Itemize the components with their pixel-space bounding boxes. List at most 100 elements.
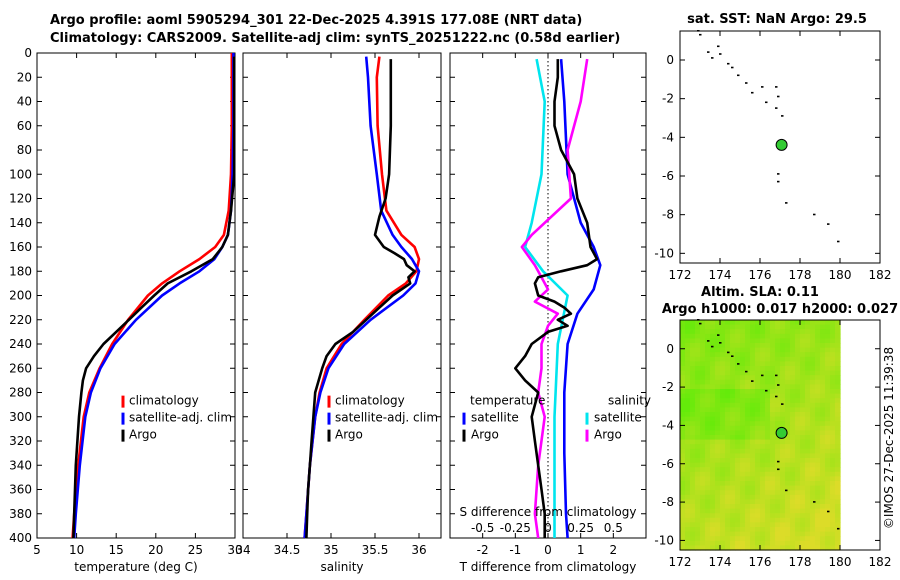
sla-cell xyxy=(790,531,796,537)
sla-cell xyxy=(725,384,731,390)
sal-panel-xtick-label: 35 xyxy=(323,543,338,557)
sla-cell xyxy=(815,458,821,464)
sla-map-heatmap xyxy=(680,320,841,551)
sla-cell xyxy=(695,347,701,353)
sla-cell xyxy=(795,476,801,482)
sla-cell xyxy=(830,333,836,339)
sla-cell xyxy=(710,407,716,413)
sla-cell xyxy=(685,343,691,349)
sla-cell xyxy=(695,320,701,326)
sla-cell xyxy=(770,407,776,413)
sla-cell xyxy=(835,320,841,326)
sal-panel-xtick-label: 34 xyxy=(235,543,250,557)
sla-cell xyxy=(730,393,736,399)
sla-cell xyxy=(680,421,686,427)
temp-panel-series-satellite-adj--clim xyxy=(72,53,235,539)
sla-cell xyxy=(720,393,726,399)
sla-cell xyxy=(700,504,706,510)
sla-cell xyxy=(715,370,721,376)
sla-cell xyxy=(750,352,756,358)
sla-cell xyxy=(700,412,706,418)
sla-cell xyxy=(680,352,686,358)
sla-cell xyxy=(690,352,696,358)
sla-cell xyxy=(815,398,821,404)
sla-cell xyxy=(765,504,771,510)
sla-cell xyxy=(795,398,801,404)
sla-cell xyxy=(800,398,806,404)
sla-cell xyxy=(690,370,696,376)
sla-cell xyxy=(785,389,791,395)
sla-cell xyxy=(700,490,706,496)
sla-cell xyxy=(795,448,801,454)
sla-cell xyxy=(825,329,831,335)
sla-cell xyxy=(760,444,766,450)
sla-cell xyxy=(780,522,786,528)
sla-cell xyxy=(720,481,726,487)
sla-cell xyxy=(780,393,786,399)
sla-cell xyxy=(740,338,746,344)
sla-cell xyxy=(685,347,691,353)
sla-cell xyxy=(690,448,696,454)
sla-cell xyxy=(725,504,731,510)
sla-cell xyxy=(705,389,711,395)
sla-cell xyxy=(820,384,826,390)
sla-map-coast-dot xyxy=(837,527,840,530)
sla-cell xyxy=(755,453,761,459)
sla-cell xyxy=(785,412,791,418)
sla-cell xyxy=(710,453,716,459)
sla-cell xyxy=(705,329,711,335)
sla-cell xyxy=(790,435,796,441)
sla-cell xyxy=(695,421,701,427)
sla-map-coast-dot xyxy=(827,510,830,513)
sla-cell xyxy=(765,527,771,533)
sla-cell xyxy=(825,425,831,431)
sla-cell xyxy=(745,366,751,372)
sla-cell xyxy=(705,471,711,477)
sla-cell xyxy=(770,490,776,496)
sla-cell xyxy=(800,407,806,413)
sla-cell xyxy=(750,338,756,344)
sla-cell xyxy=(820,425,826,431)
sla-cell xyxy=(680,333,686,339)
sla-cell xyxy=(770,476,776,482)
sla-cell xyxy=(830,453,836,459)
sla-cell xyxy=(805,540,811,546)
sla-cell xyxy=(800,324,806,330)
sla-cell xyxy=(685,504,691,510)
sla-cell xyxy=(690,517,696,523)
sla-cell xyxy=(760,540,766,546)
sla-cell xyxy=(740,513,746,519)
sla-cell xyxy=(790,384,796,390)
sla-cell xyxy=(760,389,766,395)
sla-cell xyxy=(755,494,761,500)
sla-cell xyxy=(720,356,726,362)
sla-cell xyxy=(700,370,706,376)
sla-cell xyxy=(765,462,771,468)
sla-cell xyxy=(765,389,771,395)
sla-cell xyxy=(805,375,811,381)
sla-cell xyxy=(740,527,746,533)
sla-cell xyxy=(745,499,751,505)
sla-cell xyxy=(760,545,766,551)
sla-cell xyxy=(765,347,771,353)
sla-cell xyxy=(825,389,831,395)
diff-legend-temp-title: temperature xyxy=(470,394,545,408)
sla-cell xyxy=(745,356,751,362)
sla-cell xyxy=(710,329,716,335)
sla-cell xyxy=(745,545,751,551)
sla-cell xyxy=(690,407,696,413)
sla-cell xyxy=(765,513,771,519)
sla-cell xyxy=(680,522,686,528)
diff-panel-xtick-label: 0 xyxy=(544,543,552,557)
sla-cell xyxy=(835,458,841,464)
sla-cell xyxy=(800,467,806,473)
sla-cell xyxy=(785,421,791,427)
sla-cell xyxy=(710,545,716,551)
sla-cell xyxy=(825,407,831,413)
sla-cell xyxy=(760,517,766,523)
sla-cell xyxy=(735,545,741,551)
sla-cell xyxy=(725,366,731,372)
sla-cell xyxy=(760,508,766,514)
sla-map-coast-dot xyxy=(785,489,788,492)
sst-map-coast-dot xyxy=(837,240,840,243)
